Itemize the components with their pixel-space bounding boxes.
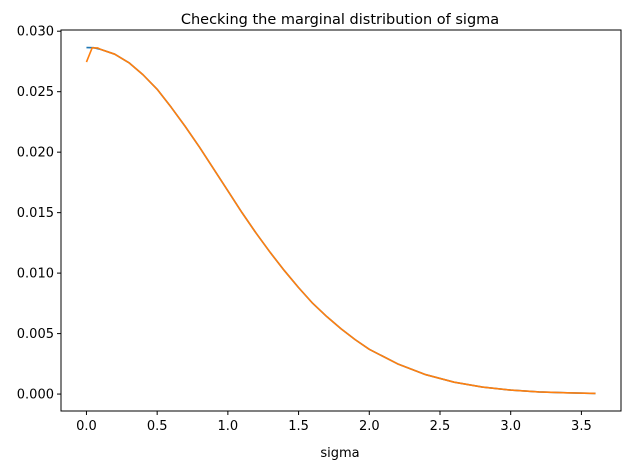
y-tick-label: 0.025 [17,85,54,100]
y-tick-label: 0.020 [17,146,54,161]
y-tick-label: 0.000 [17,388,54,403]
x-tick-label: 2.5 [430,419,451,434]
x-tick-label: 0.0 [76,419,97,434]
x-tick-label: 1.0 [218,419,239,434]
y-tick-label: 0.010 [17,267,54,282]
series-line-1 [86,46,596,395]
y-axis-ticks: 0.000 0.005 0.010 0.015 0.020 0.025 0.030 [17,25,61,403]
x-axis-label: sigma [320,446,359,461]
x-tick-label: 1.5 [288,419,309,434]
x-tick-label: 2.0 [359,419,380,434]
x-tick-label: 3.0 [500,419,521,434]
x-tick-label: 0.5 [147,419,168,434]
x-tick-label: 3.5 [571,419,592,434]
y-tick-label: 0.030 [17,25,54,40]
x-axis-ticks: 0.0 0.5 1.0 1.5 2.0 2.5 3.0 3.5 [76,411,592,434]
series-layer [85,46,596,395]
chart-title: Checking the marginal distribution of si… [181,12,499,28]
series-line-2 [85,47,596,395]
plot-frame [60,29,622,412]
y-tick-label: 0.005 [17,327,54,342]
y-tick-label: 0.015 [17,206,54,221]
